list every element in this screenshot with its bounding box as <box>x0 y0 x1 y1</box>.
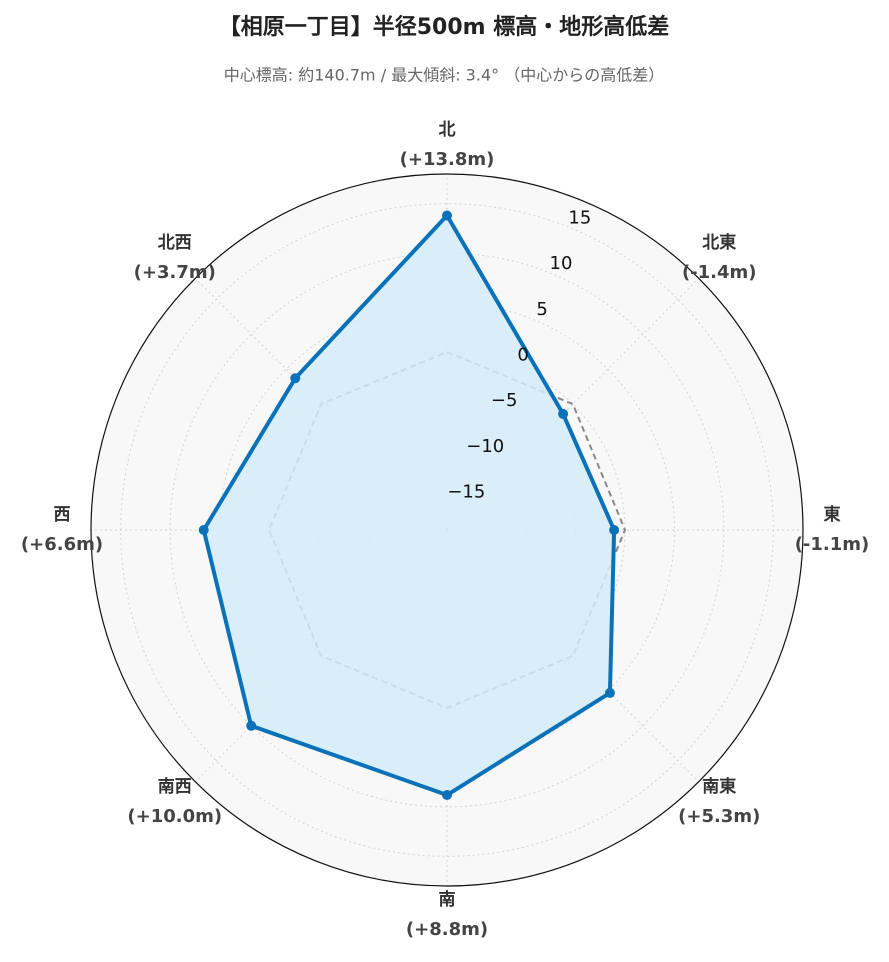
chart-title: 【相原一丁目】半径500m 標高・地形高低差 <box>219 14 670 40</box>
r-tick-label: 5 <box>536 299 547 320</box>
category-label: 北 <box>439 120 456 140</box>
r-tick-label: −10 <box>466 436 504 457</box>
area <box>203 215 615 796</box>
spoke <box>194 277 448 531</box>
point <box>442 210 452 221</box>
point <box>246 720 257 731</box>
spoke <box>446 529 700 783</box>
point <box>609 525 620 535</box>
chart-subtitle: 中心標高: 約140.7m / 最大傾斜: 3.4° （中心からの高低差） <box>224 66 664 85</box>
category-label: 南西 <box>158 776 192 797</box>
value-label: (-1.1m) <box>795 534 870 555</box>
category-label: 西 <box>54 505 71 525</box>
category-label: 南 <box>439 889 456 910</box>
category-label: 北西 <box>158 233 192 253</box>
point <box>604 687 615 698</box>
r-tick-label: 10 <box>550 253 573 274</box>
category-label: 南東 <box>702 776 736 797</box>
value-label: (+6.6m) <box>21 534 103 555</box>
value-label: (+3.7m) <box>134 262 216 283</box>
r-tick-label: −5 <box>491 390 518 411</box>
category-label: 北東 <box>702 232 736 253</box>
category-label: 東 <box>824 504 841 525</box>
value-label: (-1.4m) <box>682 262 757 283</box>
value-label: (+8.8m) <box>406 919 488 940</box>
point <box>290 373 301 384</box>
point <box>442 790 452 801</box>
r-tick-label: −15 <box>447 482 485 503</box>
outer-circle <box>90 173 804 887</box>
point <box>558 408 569 419</box>
value-label: (+10.0m) <box>127 806 222 827</box>
spoke <box>446 277 700 531</box>
spoke <box>194 529 448 783</box>
r-tick-label: 15 <box>568 208 591 229</box>
r-tick-label: 0 <box>517 345 528 366</box>
value-label: (+13.8m) <box>400 149 495 170</box>
point <box>198 525 209 535</box>
value-label: (+5.3m) <box>678 806 760 827</box>
